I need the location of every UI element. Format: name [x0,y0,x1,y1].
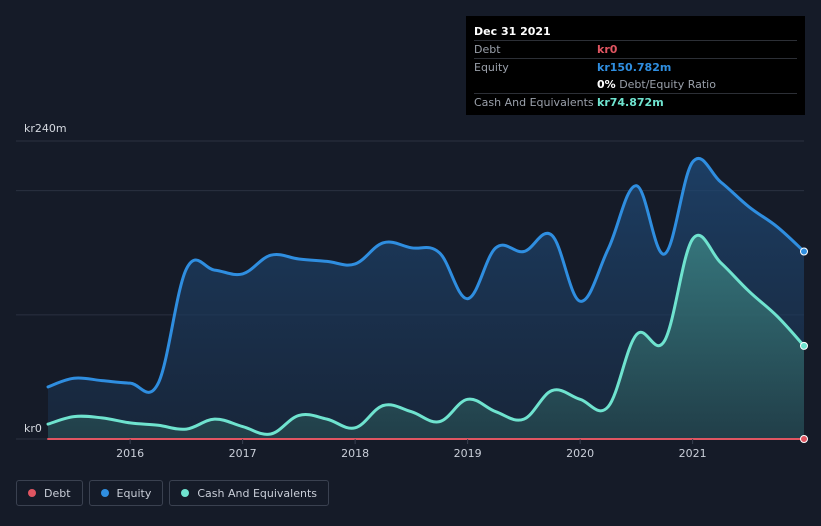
x-tick-label: 2021 [679,447,707,460]
legend-label-debt: Debt [44,486,71,500]
cash-and-equivalents-line [46,234,806,436]
legend-dot-equity [100,489,109,497]
equity-line [46,157,806,394]
tooltip-equity-label: Equity [474,61,509,74]
y-axis-bottom-label: kr0 [24,422,42,435]
legend: Debt Equity Cash And Equivalents [16,480,329,506]
series-lines [46,157,806,441]
tooltip-equity-value: kr150.782m [597,61,672,74]
x-tick-label: 2016 [116,447,144,460]
tooltip-date: Dec 31 2021 [474,25,551,38]
legend-item-cash[interactable]: Cash And Equivalents [169,480,329,506]
tooltip-ratio-label: Debt/Equity Ratio [619,78,716,91]
y-axis-top-label: kr240m [24,122,67,135]
legend-item-debt[interactable]: Debt [16,480,83,506]
equity-end-point [800,247,808,256]
x-axis: 2016 2017 2018 2019 2020 2021 [116,439,707,460]
tooltip-ratio-value: 0% [597,78,616,91]
cash-and-equivalents-end-point [800,341,808,350]
cash-and-equivalents-area [48,235,804,439]
x-tick-label: 2020 [566,447,594,460]
legend-dot-cash [181,489,190,497]
x-tick-label: 2019 [454,447,482,460]
series-end-markers [800,247,808,443]
tooltip-debt-label: Debt [474,43,501,56]
legend-label-cash: Cash And Equivalents [197,486,317,500]
debt-end-point [800,435,808,443]
tooltip-cash-value: kr74.872m [597,96,664,109]
equity-area [48,158,804,439]
legend-item-equity[interactable]: Equity [88,480,164,506]
legend-dot-debt [28,489,36,497]
tooltip-debt-value: kr0 [597,43,618,56]
series-areas [48,158,804,439]
data-tooltip: Dec 31 2021 Debt kr0 Equity kr150.782m 0… [466,16,805,115]
legend-label-equity: Equity [116,486,152,500]
x-tick-label: 2018 [341,447,369,460]
x-tick-label: 2017 [229,447,257,460]
tooltip-cash-label: Cash And Equivalents [474,96,594,109]
